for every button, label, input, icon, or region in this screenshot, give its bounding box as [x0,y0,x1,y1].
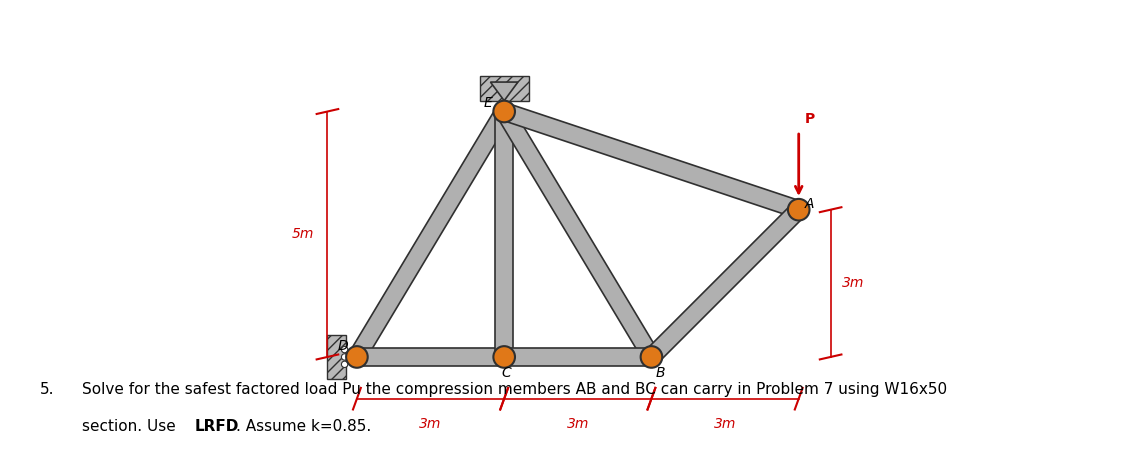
Circle shape [341,346,348,353]
Polygon shape [496,112,513,357]
Text: D: D [338,339,348,353]
Circle shape [788,199,810,220]
Text: 3m: 3m [419,417,442,432]
Circle shape [641,346,662,368]
Text: 5m: 5m [292,227,314,241]
Circle shape [341,361,348,368]
Text: section. Use: section. Use [82,419,181,434]
Text: . Assume k=0.85.: . Assume k=0.85. [236,419,371,434]
Text: A: A [805,197,814,211]
Bar [480,76,529,101]
Polygon shape [504,348,652,366]
Polygon shape [490,82,518,101]
Text: 3m: 3m [567,417,589,432]
Text: Solve for the safest factored load Pu the compression members AB and BC can carr: Solve for the safest factored load Pu th… [82,382,948,397]
Bar [327,335,346,379]
Polygon shape [497,107,660,362]
Polygon shape [349,107,512,362]
Circle shape [346,346,368,368]
Text: 5.: 5. [40,382,55,397]
Text: B: B [656,366,665,380]
Polygon shape [357,348,504,366]
Text: 3m: 3m [842,276,863,290]
Polygon shape [502,103,802,218]
Text: E: E [484,96,492,110]
Circle shape [341,354,348,360]
Text: LRFD: LRFD [195,419,239,434]
Text: P: P [805,112,815,126]
Text: C: C [502,366,512,380]
Polygon shape [645,203,805,363]
Circle shape [493,346,515,368]
Circle shape [493,101,515,122]
Text: 3m: 3m [713,417,736,432]
